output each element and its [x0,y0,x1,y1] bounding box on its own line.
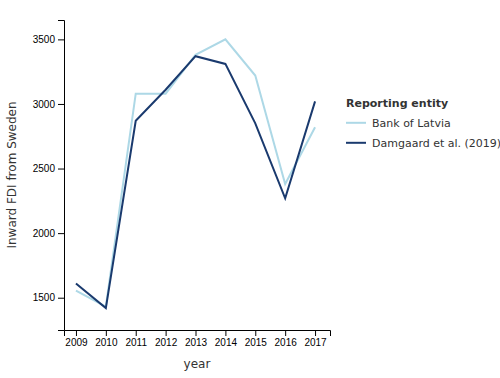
legend-label: Damgaard et al. (2019) [372,137,500,150]
y-tick-label: 3000 [33,99,56,110]
x-tick: 2010 [95,330,118,348]
x-tick-label: 2015 [245,337,268,348]
x-tick-mark [225,330,226,336]
legend-title: Reporting entity [346,97,448,110]
x-tick: 2012 [155,330,178,348]
x-tick-label: 2014 [215,337,238,348]
legend-swatch [346,122,366,124]
x-tick-mark [136,330,137,336]
lines [76,39,315,308]
x-tick-label: 2017 [304,337,327,348]
x-tick-mark [76,330,77,336]
y-tick-mark [58,298,64,299]
x-axis: 2009 2010 2011 2012 2013 2014 2015 2016 2017 [65,330,331,348]
x-tick-mark [315,330,316,336]
x-axis-title: year [184,357,211,371]
x-tick-label: 2013 [185,337,208,348]
x-tick-mark [166,330,167,336]
x-tick: 2011 [125,330,147,348]
y-axis-title: Inward FDI from Sweden [5,101,19,248]
y-tick-mark [58,39,64,40]
y-tick-mark [58,104,64,105]
x-tick-label: 2010 [95,337,118,348]
y-tick-label: 2000 [33,228,56,239]
x-tick-label: 2016 [275,337,298,348]
x-tick-mark [285,330,286,336]
y-tick: 3000 [33,99,64,110]
y-tick: 3500 [33,34,64,45]
x-tick-label: 2012 [155,337,178,348]
plot: 2009 2010 2011 2012 2013 2014 2015 2016 2017 1500… [33,21,331,349]
y-tick-label: 1500 [33,292,56,303]
y-tick-mark [58,169,64,170]
x-tick: 2009 [65,330,88,348]
x-tick: 2016 [275,330,298,348]
x-axis-line [65,331,331,337]
x-tick: 2014 [215,330,238,348]
x-tick-label: 2011 [125,337,147,348]
legend-item: Bank of Latvia [346,117,451,130]
y-tick: 1500 [33,292,64,303]
x-tick: 2017 [304,330,327,348]
y-axis: 1500 2000 2500 3000 3500 [33,21,65,331]
y-tick-label: 2500 [33,163,56,174]
x-tick-mark [255,330,256,336]
y-tick: 2000 [33,228,64,239]
x-tick-label: 2009 [65,337,88,348]
y-axis-line [58,21,65,331]
legend-label: Bank of Latvia [372,117,451,130]
x-tick: 2013 [185,330,208,348]
x-tick: 2015 [245,330,268,348]
legend-item: Damgaard et al. (2019) [346,137,500,150]
y-tick-label: 3500 [33,34,56,45]
legend: Reporting entity Bank of Latvia Damgaard e… [346,97,500,150]
y-tick-mark [58,233,64,234]
series-line [76,56,315,308]
chart: 2009 2010 2011 2012 2013 2014 2015 2016 2017 1500… [0,0,500,378]
x-tick-mark [196,330,197,336]
legend-swatch [346,142,366,144]
x-tick-mark [106,330,107,336]
y-tick: 2500 [33,163,64,174]
